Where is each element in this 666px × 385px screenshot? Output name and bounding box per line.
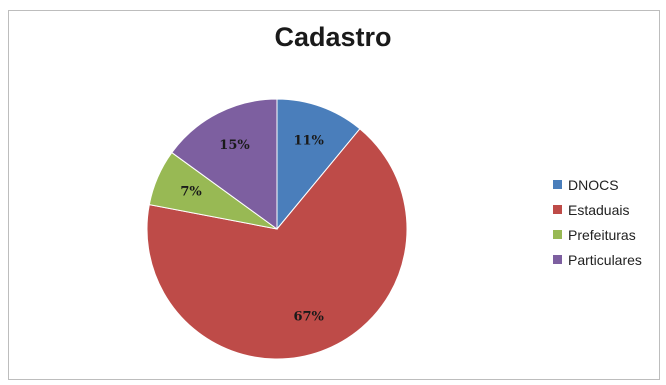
pie-slice-particulares	[171, 98, 278, 230]
legend-item-estaduais: Estaduais	[553, 197, 642, 222]
pie-slice-estaduais	[146, 128, 408, 360]
legend-swatch-particulares	[553, 255, 562, 264]
legend-label-particulares: Particulares	[568, 251, 642, 268]
legend-swatch-dnocs	[553, 180, 562, 189]
legend-item-prefeituras: Prefeituras	[553, 222, 642, 247]
data-label-dnocs: 11%	[293, 133, 324, 148]
legend: DNOCS Estaduais Prefeituras Particulares	[553, 172, 642, 272]
data-label-estaduais: 67%	[293, 310, 324, 325]
data-label-prefeituras: 7%	[180, 184, 202, 199]
legend-swatch-estaduais	[553, 205, 562, 214]
legend-label-estaduais: Estaduais	[568, 201, 630, 218]
data-label-particulares: 15%	[219, 138, 250, 153]
legend-swatch-prefeituras	[553, 230, 562, 239]
legend-label-dnocs: DNOCS	[568, 176, 619, 193]
pie-slice-dnocs	[276, 98, 361, 231]
legend-item-dnocs: DNOCS	[553, 172, 642, 197]
chart-title: Cadastro	[274, 22, 392, 52]
legend-item-particulares: Particulares	[553, 247, 642, 272]
legend-label-prefeituras: Prefeituras	[568, 226, 636, 243]
